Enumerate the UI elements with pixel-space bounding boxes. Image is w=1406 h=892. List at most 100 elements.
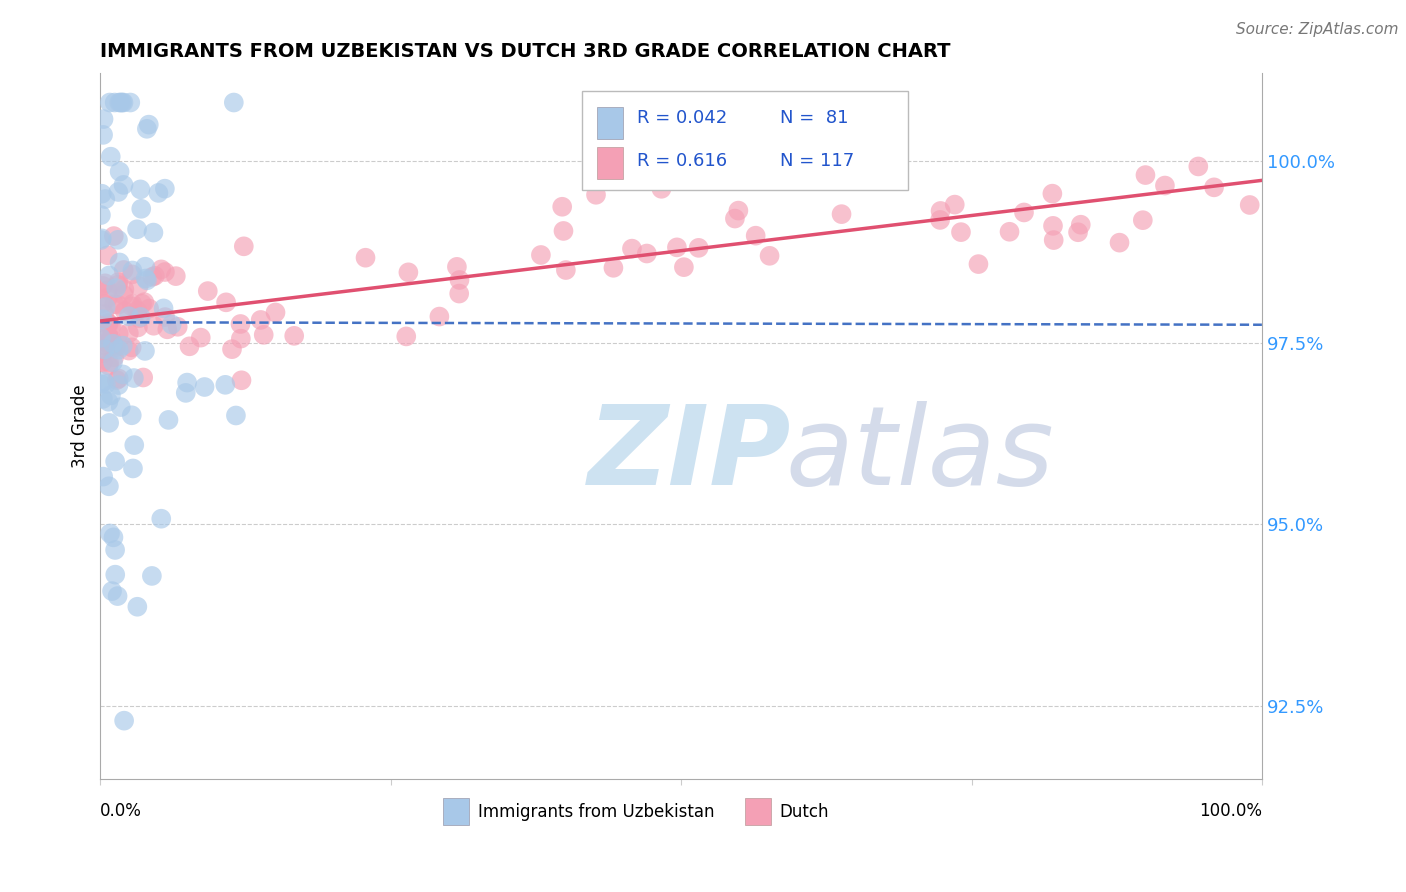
Point — [98, 268, 121, 283]
Point — [91, 128, 114, 142]
Point — [108, 164, 131, 178]
Point — [101, 355, 124, 369]
Point — [551, 200, 574, 214]
Point — [846, 155, 869, 169]
Y-axis label: 3rd Grade: 3rd Grade — [72, 384, 89, 468]
Point — [1067, 225, 1090, 239]
Point — [283, 328, 305, 343]
Point — [97, 317, 120, 331]
Point — [554, 263, 576, 277]
Point — [94, 277, 117, 291]
Point — [91, 312, 114, 326]
Point — [90, 377, 112, 392]
Point — [176, 376, 198, 390]
Point — [232, 239, 254, 253]
Point — [110, 400, 132, 414]
Point — [112, 714, 135, 728]
Point — [91, 392, 114, 406]
Point — [190, 330, 212, 344]
Point — [134, 343, 156, 358]
Point — [193, 380, 215, 394]
Point — [107, 275, 129, 289]
Point — [127, 599, 149, 614]
Point — [104, 340, 127, 354]
Point — [98, 95, 121, 110]
Point — [134, 295, 156, 310]
Text: R = 0.042: R = 0.042 — [637, 110, 727, 128]
Point — [1108, 235, 1130, 250]
Point — [758, 249, 780, 263]
Point — [98, 526, 121, 541]
Point — [585, 187, 607, 202]
Point — [98, 332, 121, 346]
Point — [142, 318, 165, 333]
Point — [665, 240, 688, 254]
Point — [214, 377, 236, 392]
Point — [103, 229, 125, 244]
Point — [650, 182, 672, 196]
Point — [105, 373, 128, 387]
Point — [354, 251, 377, 265]
Point — [129, 310, 152, 324]
Point — [111, 338, 134, 352]
Point — [153, 182, 176, 196]
Point — [229, 317, 252, 331]
FancyBboxPatch shape — [598, 147, 623, 179]
Point — [112, 263, 135, 277]
Point — [107, 298, 129, 312]
Text: R = 0.616: R = 0.616 — [637, 152, 727, 169]
Point — [1132, 213, 1154, 227]
Point — [138, 118, 160, 132]
Point — [150, 512, 173, 526]
Point — [135, 271, 157, 285]
Point — [91, 355, 114, 369]
Point — [153, 310, 176, 324]
Point — [107, 589, 129, 603]
Point — [602, 260, 624, 275]
Point — [197, 284, 219, 298]
Point — [97, 316, 120, 330]
Point — [97, 248, 120, 262]
Point — [150, 262, 173, 277]
Point — [165, 269, 187, 284]
Point — [104, 95, 127, 110]
Point — [104, 567, 127, 582]
Point — [91, 296, 114, 310]
Point — [1202, 180, 1225, 194]
Text: Immigrants from Uzbekistan: Immigrants from Uzbekistan — [478, 803, 714, 821]
Point — [138, 301, 160, 316]
Point — [90, 186, 112, 201]
Point — [1135, 168, 1157, 182]
Point — [93, 112, 115, 126]
Text: atlas: atlas — [786, 401, 1054, 508]
Point — [141, 569, 163, 583]
Point — [107, 277, 129, 292]
Point — [100, 388, 122, 402]
Point — [1042, 219, 1064, 233]
Point — [929, 213, 952, 227]
Point — [943, 197, 966, 211]
Point — [264, 305, 287, 319]
Point — [831, 207, 853, 221]
Point — [94, 376, 117, 391]
Point — [744, 228, 766, 243]
Point — [121, 263, 143, 277]
Point — [107, 343, 129, 357]
FancyBboxPatch shape — [598, 107, 623, 138]
Point — [1070, 218, 1092, 232]
Point — [97, 479, 120, 493]
Point — [90, 231, 112, 245]
Text: ZIP: ZIP — [588, 401, 792, 508]
Point — [111, 368, 134, 382]
Point — [1187, 160, 1209, 174]
Point — [107, 233, 129, 247]
Point — [112, 282, 135, 296]
Point — [104, 454, 127, 468]
Point — [727, 203, 749, 218]
Point — [128, 311, 150, 326]
Point — [148, 186, 170, 200]
Point — [141, 269, 163, 284]
Point — [1040, 186, 1063, 201]
Point — [100, 332, 122, 346]
Point — [129, 182, 152, 196]
